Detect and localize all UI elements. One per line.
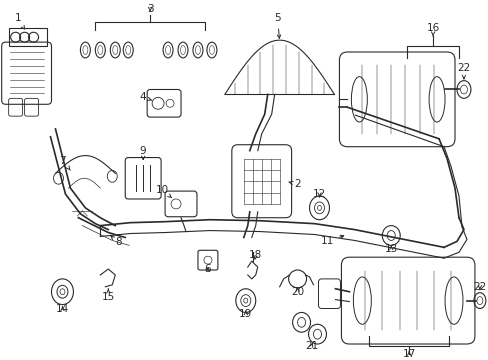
- Text: 12: 12: [312, 189, 325, 199]
- Text: 21: 21: [305, 341, 318, 351]
- Bar: [9, 28, 46, 46]
- Text: 2: 2: [288, 179, 300, 189]
- Text: 18: 18: [248, 250, 262, 260]
- Text: 4: 4: [140, 93, 152, 102]
- Text: 10: 10: [155, 185, 171, 198]
- Text: 9: 9: [140, 146, 146, 159]
- Text: 22: 22: [472, 282, 486, 292]
- Text: 19: 19: [239, 309, 252, 319]
- Text: 6: 6: [204, 264, 211, 274]
- Text: 15: 15: [102, 289, 115, 302]
- Text: 14: 14: [56, 305, 69, 315]
- Text: 22: 22: [456, 63, 469, 79]
- Text: 3: 3: [146, 4, 153, 14]
- Text: 7: 7: [59, 156, 70, 170]
- Text: 13: 13: [384, 244, 397, 254]
- Text: 20: 20: [290, 287, 304, 297]
- Text: 8: 8: [111, 236, 122, 247]
- Text: 16: 16: [426, 23, 439, 36]
- Text: 11: 11: [320, 235, 343, 246]
- Text: 1: 1: [14, 13, 24, 29]
- Text: 17: 17: [402, 349, 415, 359]
- Text: 5: 5: [274, 13, 281, 38]
